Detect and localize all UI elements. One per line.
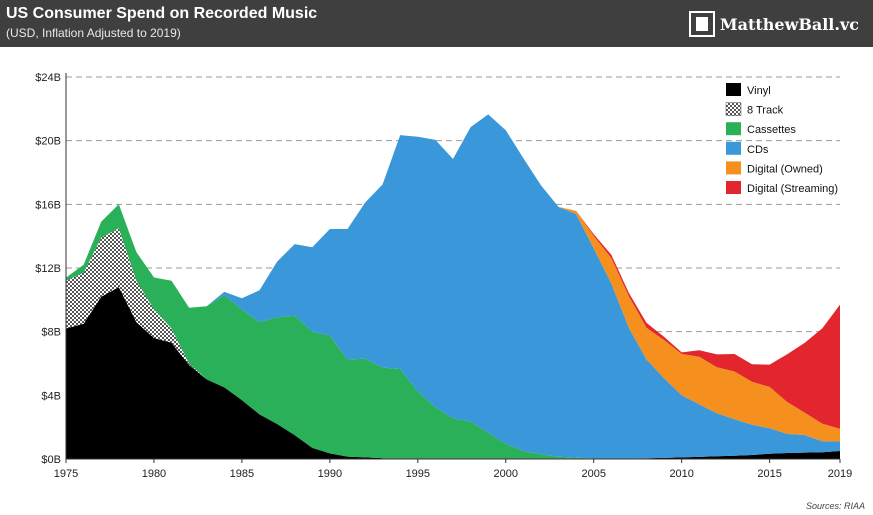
y-tick-label: $24B xyxy=(35,72,61,84)
legend-swatch xyxy=(726,161,741,175)
legend-swatch xyxy=(725,102,742,116)
x-tick-label: 1990 xyxy=(318,468,342,480)
legend-label: Digital (Owned) xyxy=(747,163,823,175)
y-tick-label: $12B xyxy=(35,263,61,275)
legend-swatch xyxy=(726,122,741,136)
area-vinyl xyxy=(66,287,840,459)
x-tick-label: 2015 xyxy=(757,468,781,480)
legend-label: 8 Track xyxy=(747,105,784,117)
area-cassettes xyxy=(66,204,840,459)
y-tick-label: $8B xyxy=(41,327,61,339)
brand: MatthewBall.vc xyxy=(688,9,859,39)
legend-label: Vinyl xyxy=(747,85,771,97)
chart-subtitle: (USD, Inflation Adjusted to 2019) xyxy=(6,26,181,40)
x-tick-label: 2019 xyxy=(828,468,852,480)
y-tick-label: $4B xyxy=(41,390,61,402)
area-chart: $0B $4B $8B $12B $16B $20B $24B 1975 1980 1985 199… xyxy=(35,72,852,480)
legend-label: CDs xyxy=(747,144,769,156)
axes: $0B $4B $8B $12B $16B $20B $24B 1975 1980 1985 199… xyxy=(35,72,852,480)
y-tick-label: $0B xyxy=(41,454,61,466)
title-bar: US Consumer Spend on Recorded Music (USD… xyxy=(0,0,873,47)
legend-label: Digital (Streaming) xyxy=(747,183,838,195)
brand-logo-icon xyxy=(688,11,715,37)
legend-swatch xyxy=(726,83,741,96)
x-tick-label: 1980 xyxy=(142,468,166,480)
y-tick-label: $20B xyxy=(35,136,61,148)
chart-title: US Consumer Spend on Recorded Music xyxy=(6,5,318,22)
area-cds xyxy=(66,114,840,459)
x-tick-label: 2000 xyxy=(494,468,518,480)
area-series xyxy=(66,114,840,459)
x-tick-label: 1985 xyxy=(230,468,254,480)
y-tick-label: $16B xyxy=(35,199,61,211)
legend-label: Cassettes xyxy=(747,124,796,136)
legend-swatch xyxy=(726,181,741,194)
source-note: Sources: RIAA xyxy=(805,501,865,511)
x-tick-label: 2005 xyxy=(581,468,605,480)
area-digital-owned xyxy=(66,114,840,442)
x-tick-label: 1975 xyxy=(54,468,78,480)
x-tick-label: 1995 xyxy=(406,468,430,480)
legend-swatch xyxy=(726,141,741,155)
x-tick-label: 2010 xyxy=(669,468,693,480)
legend: Vinyl 8 Track Cassettes CDs Digital (Owned) D… xyxy=(725,83,838,195)
brand-name: MatthewBall.vc xyxy=(719,14,859,34)
